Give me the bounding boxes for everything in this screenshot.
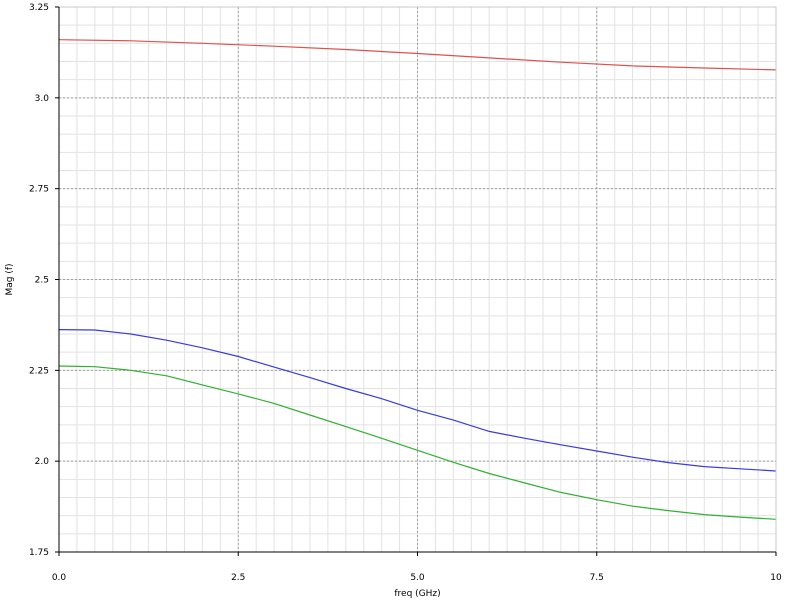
- series-line-1: [58, 39, 777, 71]
- y-tick-label: 2.5: [35, 276, 49, 286]
- y-tick-label: 2.0: [35, 457, 50, 467]
- y-tick-label: 3.25: [29, 3, 49, 13]
- x-tick-label: 10: [770, 573, 782, 583]
- y-tick-label: 1.75: [29, 548, 49, 558]
- series-layer: [58, 39, 777, 520]
- x-tick-label: 5.0: [410, 573, 425, 583]
- x-tick-label: 0.0: [52, 573, 67, 583]
- y-tick-label: 3.0: [35, 94, 50, 104]
- y-tick-label: 2.75: [29, 185, 49, 195]
- series-line-3: [58, 365, 777, 520]
- x-axis-ticks: 0.0 2.5 5.0 7.5 10: [52, 552, 782, 583]
- y-axis-label: Mag (f): [5, 263, 15, 295]
- x-axis-label: freq (GHz): [394, 589, 440, 599]
- y-axis-ticks: 1.75 2.0 2.25 2.5 2.75 3.0 3.25: [29, 3, 59, 558]
- y-tick-label: 2.25: [29, 366, 49, 376]
- x-tick-label: 2.5: [231, 573, 245, 583]
- series-line-2: [58, 329, 777, 472]
- x-tick-label: 7.5: [590, 573, 604, 583]
